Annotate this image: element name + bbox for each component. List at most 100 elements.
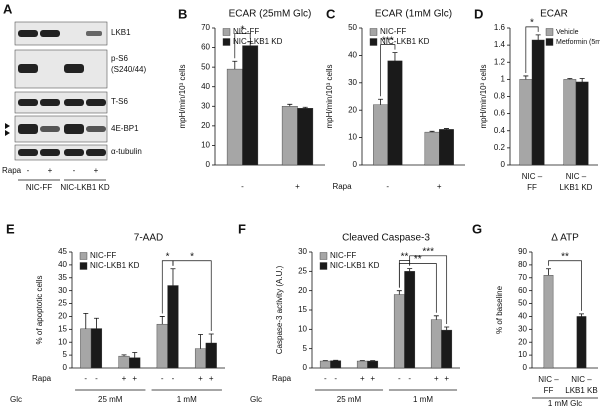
blot-row-label: p-S6 bbox=[111, 54, 128, 63]
x-axis-label: Rapa bbox=[332, 182, 352, 191]
rapa-sign: - bbox=[27, 166, 30, 175]
y-tick-label: 20 bbox=[348, 105, 357, 114]
significance-bracket bbox=[380, 44, 396, 97]
blot-row-label: LKB1 bbox=[111, 28, 131, 37]
y-tick-label: 80 bbox=[518, 260, 527, 269]
y-tick-label: 25 bbox=[58, 299, 67, 308]
significance-label: * bbox=[241, 24, 245, 35]
rapa-label: Rapa bbox=[272, 374, 292, 383]
blot-row-label: T-S6 bbox=[111, 97, 128, 106]
bar bbox=[430, 319, 442, 369]
x-tick-label: NIC – bbox=[538, 375, 559, 384]
error-bar bbox=[378, 98, 384, 105]
rapa-sign: - bbox=[73, 166, 76, 175]
y-tick-label: 0 bbox=[63, 363, 68, 372]
y-tick-label: 10 bbox=[298, 324, 307, 333]
error-bar bbox=[407, 268, 413, 272]
band-arrows bbox=[5, 123, 10, 136]
rapa-sign: + bbox=[48, 166, 53, 175]
panel-letter: C bbox=[326, 6, 336, 21]
panel-letter: F bbox=[238, 221, 246, 236]
glc-label: Glc bbox=[10, 395, 22, 404]
chart-title: ECAR (1mM Glc) bbox=[375, 9, 452, 20]
error-bar bbox=[443, 128, 449, 130]
y-tick-label: 10 bbox=[348, 133, 357, 142]
blot-strip bbox=[14, 21, 108, 46]
rapa-sign: - bbox=[398, 374, 401, 383]
rapa-sign: - bbox=[161, 374, 164, 383]
panel-letter: A bbox=[3, 1, 13, 16]
error-bar bbox=[567, 78, 573, 80]
group-label: 1 mM bbox=[413, 395, 433, 404]
y-axis-label: % of baseline bbox=[495, 285, 504, 334]
bar bbox=[242, 45, 259, 166]
chart-title: 7-AAD bbox=[134, 233, 163, 244]
blot-bands bbox=[18, 30, 106, 156]
rapa-sign: - bbox=[172, 374, 175, 383]
group-label: NIC-FF bbox=[26, 183, 52, 192]
error-bar bbox=[121, 354, 127, 357]
legend-swatch bbox=[369, 38, 378, 46]
significance-label: ** bbox=[414, 254, 422, 265]
blot-row-label: 4E-BP1 bbox=[111, 124, 139, 133]
y-tick-label: 90 bbox=[518, 247, 527, 256]
bar bbox=[404, 271, 416, 369]
error-bar bbox=[83, 312, 89, 329]
rapa-label: Rapa bbox=[32, 374, 52, 383]
y-tick-label: 70 bbox=[518, 273, 527, 282]
y-tick-label: 0.2 bbox=[494, 143, 506, 152]
rapa-label: Rapa bbox=[2, 166, 22, 175]
y-tick-label: 0 bbox=[523, 363, 528, 372]
rapa-sign: - bbox=[334, 374, 337, 383]
error-bar bbox=[523, 75, 529, 80]
group-label: 25 mM bbox=[337, 395, 362, 404]
rapa-sign: + bbox=[370, 374, 375, 383]
group-label: 25 mM bbox=[98, 395, 123, 404]
bar bbox=[367, 360, 379, 369]
error-bar bbox=[396, 290, 402, 295]
x-tick-label: NIC – bbox=[522, 172, 543, 181]
bar bbox=[205, 342, 217, 369]
significance-bracket bbox=[548, 260, 582, 311]
glc-label: Glc bbox=[250, 395, 262, 404]
significance-label: *** bbox=[382, 35, 394, 46]
y-tick-label: 5 bbox=[63, 350, 68, 359]
error-bar bbox=[546, 268, 551, 276]
bar bbox=[575, 81, 589, 166]
error-bar bbox=[535, 34, 541, 40]
y-tick-label: 45 bbox=[58, 247, 67, 256]
y-tick-label: 10 bbox=[201, 141, 210, 150]
y-tick-label: 20 bbox=[201, 121, 210, 130]
y-tick-label: 1.4 bbox=[494, 40, 506, 49]
significance-label: * bbox=[530, 17, 534, 28]
y-tick-label: 40 bbox=[58, 260, 67, 269]
y-tick-label: 10 bbox=[58, 337, 67, 346]
y-tick-label: 15 bbox=[298, 305, 307, 314]
error-bar bbox=[287, 103, 293, 107]
y-tick-label: 0.6 bbox=[494, 109, 506, 118]
legend-swatch bbox=[545, 28, 554, 36]
rapa-sign: - bbox=[84, 374, 87, 383]
y-axis-label: % of apoptotic cells bbox=[35, 276, 44, 345]
chart-title: Δ ATP bbox=[551, 233, 579, 244]
x-tick-label: + bbox=[295, 182, 300, 191]
y-tick-label: 30 bbox=[298, 247, 307, 256]
significance-label: ** bbox=[561, 251, 569, 262]
y-tick-label: 70 bbox=[201, 23, 210, 32]
y-tick-label: 50 bbox=[201, 62, 210, 71]
legend-swatch bbox=[222, 38, 231, 46]
y-tick-label: 0 bbox=[353, 160, 358, 169]
bar bbox=[129, 357, 141, 369]
bar bbox=[226, 68, 243, 166]
y-tick-label: 0.4 bbox=[494, 126, 506, 135]
panel-letter: E bbox=[6, 221, 15, 236]
y-tick-label: 25 bbox=[298, 266, 307, 275]
group-label: NIC-LKB1 KD bbox=[60, 183, 110, 192]
group-label: 1 mM bbox=[177, 395, 197, 404]
rapa-sign: - bbox=[408, 374, 411, 383]
bar bbox=[393, 294, 405, 369]
significance-label: * bbox=[190, 251, 194, 262]
error-bar bbox=[429, 130, 435, 133]
bar bbox=[90, 328, 103, 369]
legend-label: NIC-LKB1 KD bbox=[90, 261, 140, 270]
